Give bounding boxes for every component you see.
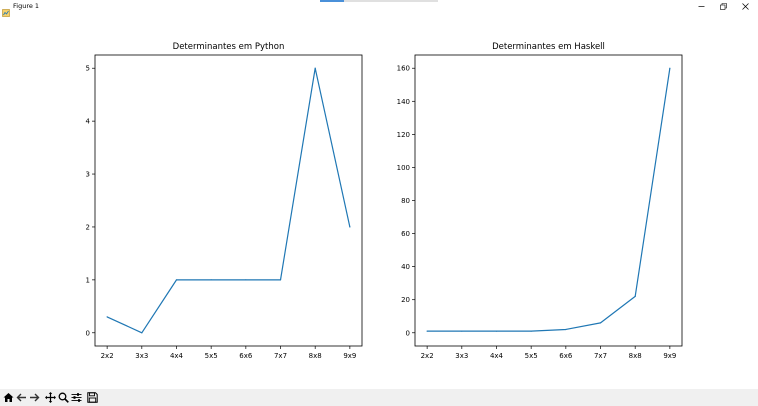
axes-frame: [94, 54, 363, 347]
y-tick-label: 4: [86, 118, 91, 126]
data-point: [279, 279, 282, 281]
data-point: [495, 330, 498, 332]
x-tick-label: 6x6: [559, 352, 573, 360]
window-title: Figure 1: [13, 2, 40, 10]
x-tick-label: 5x5: [525, 352, 538, 360]
data-point: [530, 330, 532, 332]
close-button[interactable]: [734, 0, 756, 12]
x-tick-label: 2x2: [101, 352, 114, 360]
home-button[interactable]: [2, 391, 14, 405]
restore-button[interactable]: [712, 0, 734, 12]
x-tick-label: 5x5: [205, 352, 218, 360]
y-tick-label: 2: [86, 223, 90, 231]
x-tick-label: 4x4: [490, 352, 504, 360]
y-tick-label: 0: [406, 329, 410, 337]
chart-title: Determinantes em Python: [173, 42, 285, 52]
data-point: [565, 328, 567, 331]
y-tick-label: 5: [86, 65, 90, 73]
progress-bar: [320, 0, 438, 2]
y-tick-label: 80: [401, 197, 410, 205]
minimize-button[interactable]: [690, 0, 712, 12]
data-point: [669, 67, 671, 69]
chart-title: Determinantes em Haskell: [492, 42, 605, 52]
subplot-1: Determinantes em Python 2x2 3x3 4x4 5x5 6x6 7x…: [86, 42, 363, 360]
data-point: [314, 67, 316, 69]
series-line: [106, 67, 351, 334]
save-icon: [86, 392, 98, 403]
x-tick-label: 7x7: [274, 352, 287, 360]
minimize-icon: [698, 5, 704, 7]
data-point: [141, 332, 143, 334]
y-tick-label: 120: [397, 131, 410, 139]
subplot-2: Determinantes em Haskell 2x2 3x3 4x4 5x5 6x6 7…: [397, 42, 683, 360]
x-tick-label: 9x9: [663, 352, 676, 360]
x-tick-label: 6x6: [239, 352, 253, 360]
zoom-icon: [58, 392, 69, 403]
data-point: [461, 330, 463, 332]
x-tick-label: 9x9: [343, 352, 356, 360]
pan-icon: [44, 392, 56, 403]
pan-button[interactable]: [44, 391, 56, 405]
data-point: [210, 279, 212, 281]
data-point: [175, 279, 178, 281]
save-button[interactable]: [86, 391, 98, 405]
x-tick-label: 7x7: [594, 352, 607, 360]
back-button[interactable]: [15, 391, 27, 405]
configure-subplots-button[interactable]: [70, 391, 82, 405]
window-titlebar: Figure 1: [0, 0, 758, 17]
y-tick-label: 160: [397, 65, 410, 73]
y-tick-label: 20: [401, 296, 410, 304]
x-tick-label: 4x4: [170, 352, 184, 360]
y-tick-label: 1: [86, 276, 90, 284]
data-point: [634, 295, 636, 297]
axes-frame: [414, 54, 683, 347]
configure-subplots-icon: [71, 393, 81, 402]
navigation-toolbar: [0, 389, 758, 406]
forward-arrow-icon: [29, 393, 39, 402]
y-tick-label: 140: [397, 98, 410, 106]
x-tick-label: 3x3: [455, 352, 468, 360]
home-icon: [3, 393, 13, 402]
y-tick-label: 3: [86, 171, 90, 179]
y-tick-label: 60: [401, 230, 410, 238]
x-tick-label: 3x3: [135, 352, 148, 360]
y-tick-label: 40: [401, 263, 410, 271]
data-point: [106, 316, 108, 318]
figure-icon: [2, 2, 10, 17]
close-icon: [741, 2, 749, 10]
x-tick-label: 8x8: [629, 352, 642, 360]
forward-button[interactable]: [28, 391, 40, 405]
progress-fill: [320, 0, 344, 2]
y-tick-label: 0: [86, 329, 90, 337]
data-point: [426, 330, 428, 332]
x-tick-label: 8x8: [309, 352, 322, 360]
data-point: [245, 279, 247, 281]
y-tick-label: 100: [397, 164, 410, 172]
zoom-button[interactable]: [57, 391, 69, 405]
series-line: [427, 68, 671, 332]
figure-canvas: Determinantes em Python 2x2 3x3 4x4 5x5 6x6 7x…: [86, 42, 683, 360]
data-point: [349, 226, 351, 228]
back-arrow-icon: [16, 393, 26, 402]
restore-icon: [719, 2, 727, 10]
data-point: [599, 322, 602, 324]
x-tick-label: 2x2: [421, 352, 434, 360]
